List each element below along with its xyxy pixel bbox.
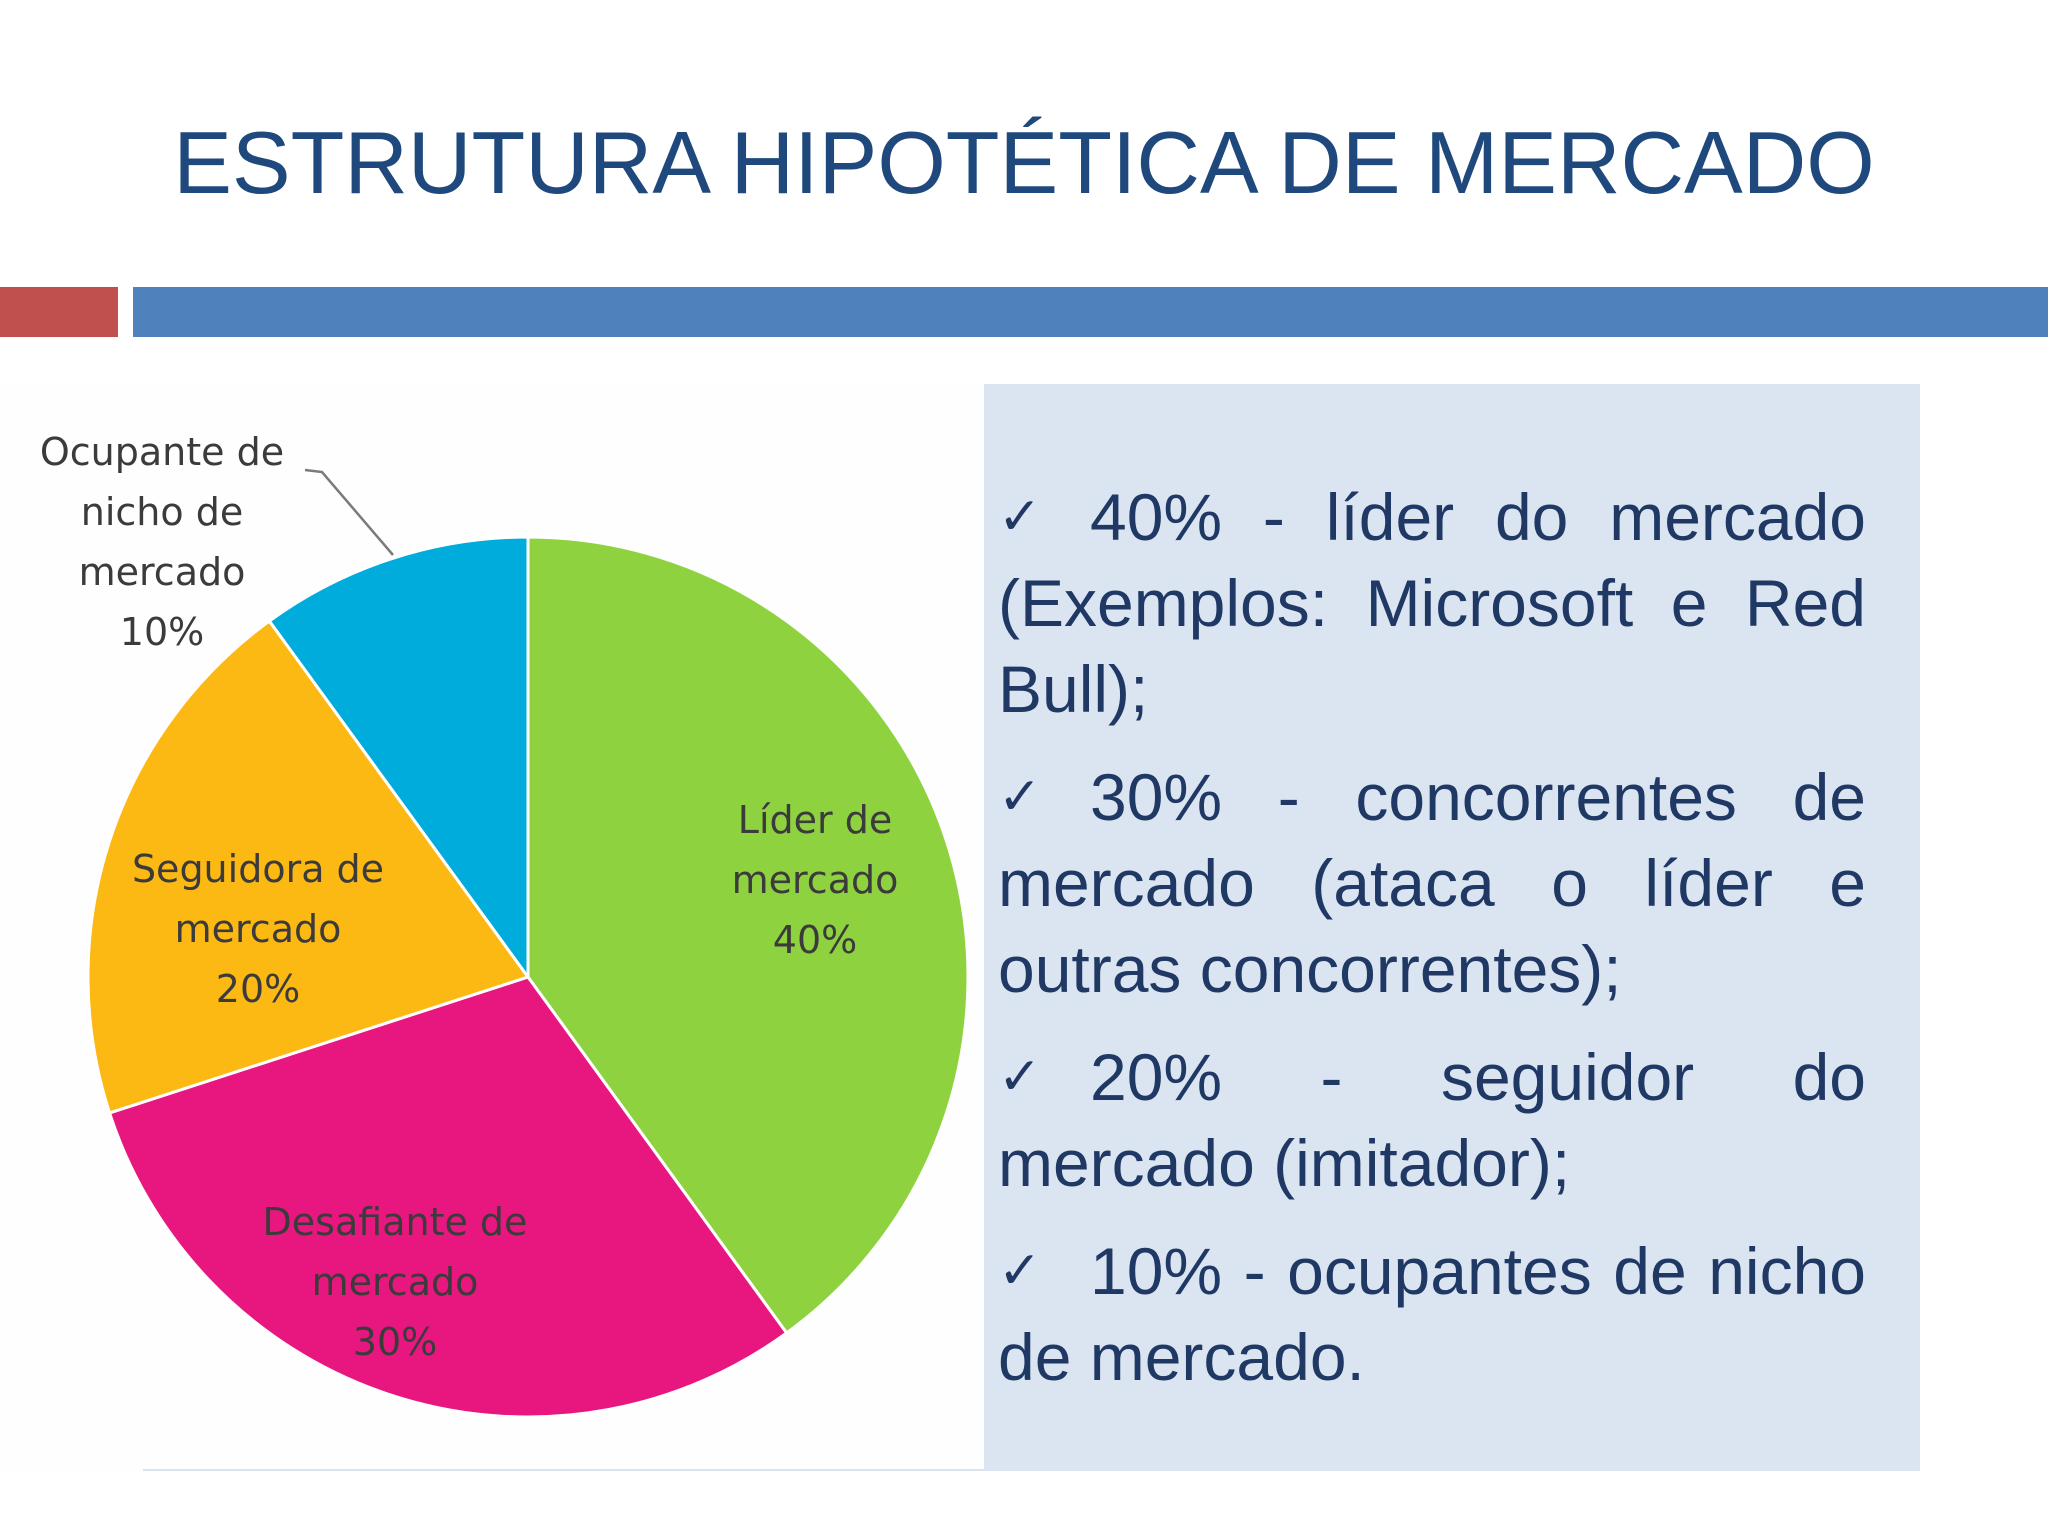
pie-label-line: 40% xyxy=(773,918,857,962)
summary-textbox: ✓ 40% - líder do mercado (Exemplos: Micro… xyxy=(984,384,1920,1470)
pie-label-line: Seguidora de xyxy=(132,847,384,891)
bullet-item-20: ✓ 20% - seguidor do mercado (imitador); xyxy=(998,1034,1866,1206)
check-icon: ✓ xyxy=(998,487,1042,547)
bullet-text: 40% - líder do mercado (Exemplos: Micros… xyxy=(998,480,1866,726)
bullet-text: 10% - ocupantes de nicho de mercado. xyxy=(998,1234,1866,1394)
leader-line xyxy=(304,468,394,556)
bullet-item-30: ✓ 30% - concorrentes de mercado (ataca o … xyxy=(998,754,1866,1012)
pie-label-0: Líder de mercado 40% xyxy=(732,798,899,962)
pie-slice-1 xyxy=(107,975,789,1419)
bullet-text: 20% - seguidor do mercado (imitador); xyxy=(998,1040,1866,1200)
pie-label-line: 30% xyxy=(353,1320,437,1364)
check-icon: ✓ xyxy=(998,767,1042,827)
pie-label-1: Desafiante de mercado 30% xyxy=(263,1200,528,1364)
bullet-text: 30% - concorrentes de mercado (ataca o l… xyxy=(998,760,1866,1006)
pie-label-line: Ocupante de xyxy=(40,430,284,474)
pie-chart: Líder de mercado 40% Desafiante de mercado 30… xyxy=(40,430,970,1419)
slide-title: ESTRUTURA HIPOTÉTICA DE MERCADO xyxy=(173,113,1875,212)
pie-slice-3 xyxy=(267,535,530,982)
pie-label-2: Seguidora de mercado 20% xyxy=(132,847,384,1011)
pie-label-line: 10% xyxy=(120,610,204,654)
bottom-divider xyxy=(143,1469,1920,1471)
pie-slice-0 xyxy=(526,535,970,1336)
pie-label-line: nicho de xyxy=(81,490,243,534)
pie-chart-area: Líder de mercado 40% Desafiante de mercado 30… xyxy=(0,385,985,1470)
check-icon: ✓ xyxy=(998,1047,1042,1107)
pie-label-line: 20% xyxy=(216,967,300,1011)
pie-label-line: Desafiante de xyxy=(263,1200,528,1244)
pie-label-line: mercado xyxy=(175,907,342,951)
check-icon: ✓ xyxy=(998,1241,1042,1301)
bullet-item-40: ✓ 40% - líder do mercado (Exemplos: Micro… xyxy=(998,474,1866,732)
pie-label-line: mercado xyxy=(312,1260,479,1304)
pie-label-3: Ocupante de nicho de mercado 10% xyxy=(40,430,284,654)
accent-bar-red xyxy=(0,287,118,337)
bullet-item-10: ✓ 10% - ocupantes de nicho de mercado. xyxy=(998,1228,1866,1400)
pie-label-line: mercado xyxy=(732,858,899,902)
bullet-list: ✓ 40% - líder do mercado (Exemplos: Micro… xyxy=(998,474,1866,1422)
accent-bar-blue xyxy=(133,287,2048,337)
pie-slice-2 xyxy=(86,618,531,1115)
pie-label-line: Líder de xyxy=(738,798,892,842)
pie-label-line: mercado xyxy=(79,550,246,594)
